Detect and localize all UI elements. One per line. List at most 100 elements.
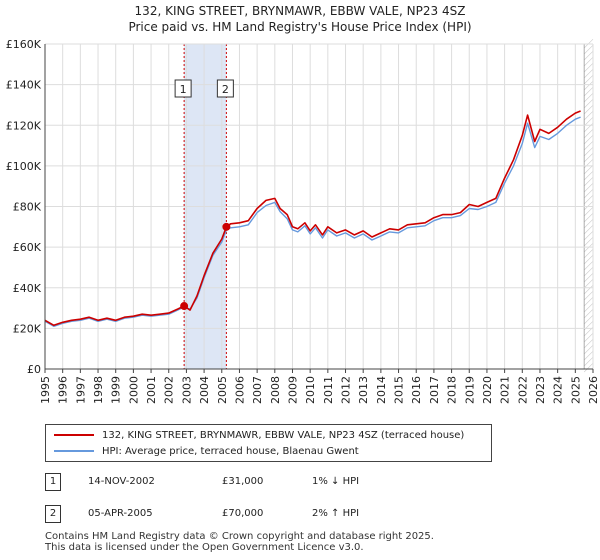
forecast-hatch xyxy=(583,212,594,223)
transaction-hpi: 2% ↑ HPI xyxy=(312,508,360,519)
forecast-hatch xyxy=(583,188,594,199)
legend-item-price: 132, KING STREET, BRYNMAWR, EBBW VALE, N… xyxy=(54,429,464,443)
y-tick-label: £100K xyxy=(6,160,42,173)
y-tick-label: £160K xyxy=(6,38,42,51)
y-tick-label: £120K xyxy=(6,119,42,132)
forecast-hatch xyxy=(583,350,594,361)
forecast-hatch xyxy=(583,92,594,103)
transaction-label-box xyxy=(174,79,192,98)
x-tick-label: 2008 xyxy=(269,376,282,404)
transaction-row: 2 05-APR-2005 £70,000 2% ↑ HPI xyxy=(45,505,545,523)
forecast-hatch xyxy=(583,200,594,211)
transaction-price: £70,000 xyxy=(222,508,264,519)
forecast-hatch xyxy=(583,260,594,271)
forecast-hatch xyxy=(583,290,594,301)
forecast-hatch xyxy=(583,68,594,79)
forecast-hatch xyxy=(583,266,594,277)
transaction-date: 14-NOV-2002 xyxy=(88,476,155,487)
x-tick-label: 2013 xyxy=(357,376,370,404)
forecast-hatch xyxy=(583,254,594,265)
legend-label-price: 132, KING STREET, BRYNMAWR, EBBW VALE, N… xyxy=(102,430,465,441)
x-tick-label: 1998 xyxy=(92,376,105,404)
x-tick-label: 2023 xyxy=(534,376,547,404)
x-tick-label: 2019 xyxy=(463,376,476,404)
x-tick-label: 2002 xyxy=(163,376,176,404)
forecast-hatch xyxy=(583,206,594,217)
hpi-line xyxy=(44,116,581,327)
forecast-hatch xyxy=(583,62,594,73)
forecast-hatch xyxy=(583,140,594,151)
legend: 132, KING STREET, BRYNMAWR, EBBW VALE, N… xyxy=(45,424,492,462)
forecast-hatch xyxy=(583,80,594,91)
forecast-hatch xyxy=(583,278,594,289)
forecast-hatch xyxy=(583,74,594,85)
x-tick-label: 1996 xyxy=(57,376,70,404)
forecast-hatch xyxy=(583,164,594,175)
x-tick-label: 1997 xyxy=(74,376,87,404)
x-tick-label: 2015 xyxy=(393,376,406,404)
forecast-hatch xyxy=(583,284,594,295)
forecast-hatch xyxy=(583,230,594,241)
x-tick-label: 2010 xyxy=(304,376,317,404)
x-tick-label: 2005 xyxy=(216,376,229,404)
y-tick-label: £60K xyxy=(13,241,42,254)
forecast-hatch xyxy=(583,308,594,319)
x-tick-label: 2006 xyxy=(233,376,246,404)
x-tick-label: 2021 xyxy=(499,376,512,404)
transaction-point xyxy=(222,222,231,231)
x-tick-label: 2007 xyxy=(251,376,264,404)
forecast-hatch xyxy=(583,296,594,307)
forecast-hatch xyxy=(583,362,594,373)
forecast-hatch xyxy=(583,152,594,163)
x-tick-label: 2017 xyxy=(428,376,441,404)
forecast-hatch xyxy=(583,122,594,133)
chart-subtitle: Price paid vs. HM Land Registry's House … xyxy=(128,20,472,34)
forecast-hatch xyxy=(583,194,594,205)
transaction-label-box xyxy=(216,79,234,98)
price-chart: £0 £20K £40K £60K £80K £100K £120K £140K £160K 1… xyxy=(6,38,600,404)
x-tick-label: 2001 xyxy=(145,376,158,404)
forecast-hatch xyxy=(583,104,594,115)
legend-swatch-price xyxy=(54,434,94,436)
x-tick-label: 2025 xyxy=(569,376,582,404)
forecast-hatch xyxy=(583,248,594,259)
x-tick-label: 2012 xyxy=(340,376,353,404)
footer: Contains HM Land Registry data © Crown c… xyxy=(45,531,434,553)
forecast-hatch xyxy=(583,314,594,325)
transaction-label: 1 xyxy=(180,83,187,96)
forecast-hatch xyxy=(583,338,594,349)
x-tick-label: 2020 xyxy=(481,376,494,404)
forecast-hatch xyxy=(583,356,594,367)
x-tick-label: 2024 xyxy=(552,376,565,404)
forecast-hatch xyxy=(583,56,594,67)
forecast-hatch xyxy=(583,158,594,169)
forecast-hatch xyxy=(583,332,594,343)
x-tick-label: 2026 xyxy=(587,376,600,404)
forecast-hatch xyxy=(583,176,594,187)
x-tick-label: 2014 xyxy=(375,376,388,404)
y-tick-label: £80K xyxy=(13,201,42,214)
chart-title: 132, KING STREET, BRYNMAWR, EBBW VALE, N… xyxy=(134,4,466,18)
y-tick-label: £140K xyxy=(6,79,42,92)
forecast-hatch xyxy=(583,134,594,145)
forecast-hatch xyxy=(583,182,594,193)
forecast-hatch xyxy=(583,170,594,181)
transaction-point xyxy=(180,302,189,311)
forecast-hatch xyxy=(583,44,594,55)
x-tick-label: 2004 xyxy=(198,376,211,404)
forecast-hatch xyxy=(583,86,594,97)
forecast-hatch xyxy=(583,236,594,247)
x-tick-label: 2009 xyxy=(286,376,299,404)
x-tick-label: 2003 xyxy=(180,376,193,404)
x-tick-label: 2018 xyxy=(446,376,459,404)
x-tick-label: 2022 xyxy=(516,376,529,404)
legend-label-hpi: HPI: Average price, terraced house, Blae… xyxy=(102,446,359,457)
x-tick-label: 2000 xyxy=(127,376,140,404)
footer-line-1: Contains HM Land Registry data © Crown c… xyxy=(45,531,434,542)
forecast-hatch xyxy=(583,128,594,139)
forecast-hatch xyxy=(583,110,594,121)
y-tick-label: £20K xyxy=(13,322,42,335)
y-tick-label: £0 xyxy=(27,363,41,376)
forecast-hatch xyxy=(583,302,594,313)
x-tick-label: 2011 xyxy=(322,376,335,404)
